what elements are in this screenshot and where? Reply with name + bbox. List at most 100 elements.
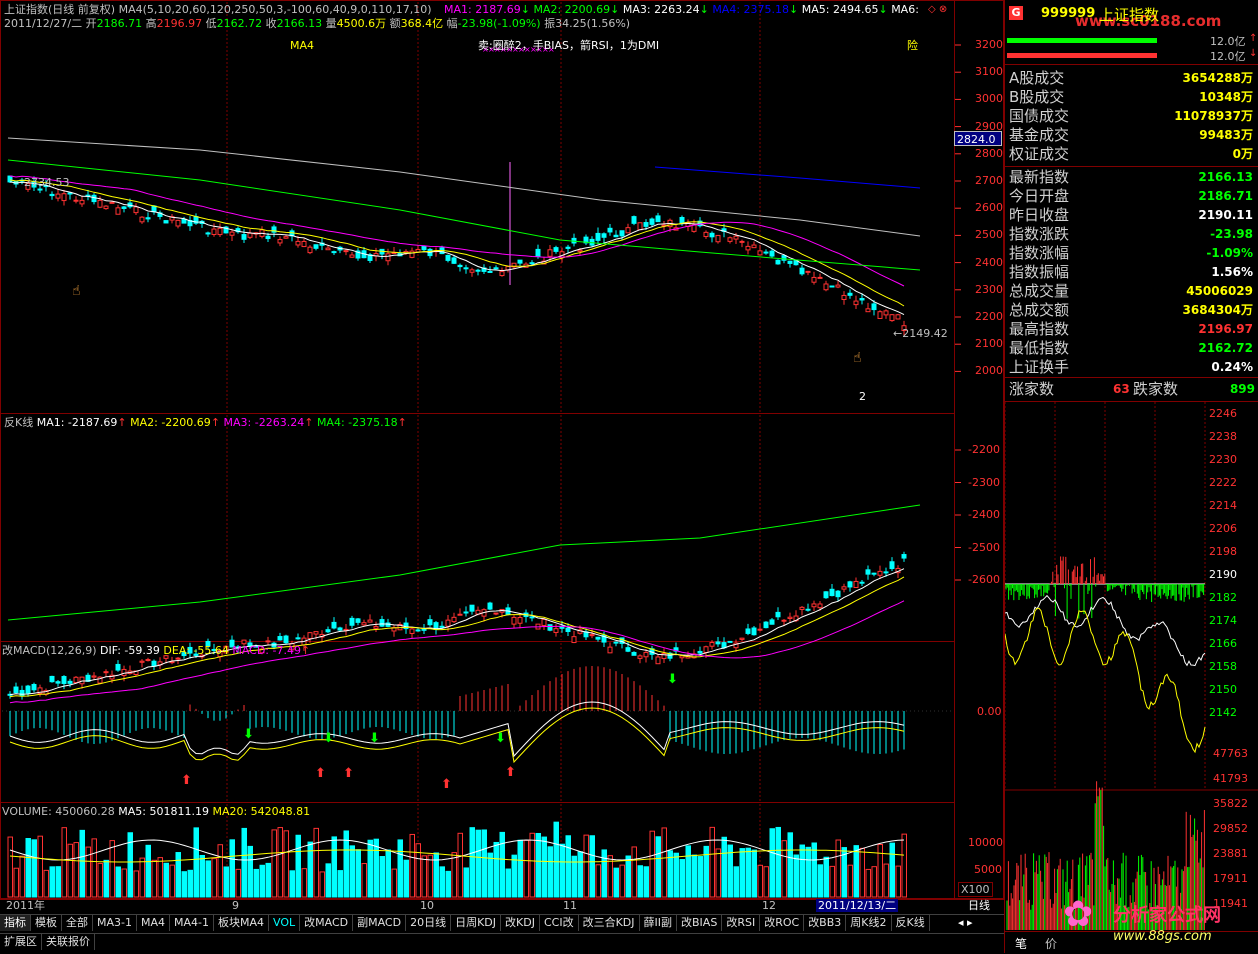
indicator-tab[interactable]: 改BIAS <box>677 915 723 931</box>
candle-body <box>829 588 835 597</box>
indicator-tab[interactable]: CCI改 <box>539 915 579 931</box>
indicator-tab[interactable]: 指标 <box>0 915 31 931</box>
volume-bar <box>331 836 337 898</box>
indicator-tab[interactable]: 改RSI <box>722 915 761 931</box>
watermark-text: www.sc0188.com <box>1075 12 1222 30</box>
candle-body <box>517 259 523 264</box>
candle-body <box>121 206 127 209</box>
g-icon[interactable]: G <box>1009 6 1023 20</box>
open-value: 2186.71 <box>96 17 143 30</box>
volume-bar <box>565 835 571 898</box>
indicator-tab[interactable]: VOL <box>269 915 301 931</box>
volume-bar <box>745 847 751 898</box>
candle-body <box>49 675 55 683</box>
intraday-chart[interactable]: 2246 2238 2230 2222 2214 2206 2198 2190 2182 2174… <box>1005 402 1258 952</box>
quote-row-label: B股成交 <box>1009 88 1065 106</box>
candle-body <box>859 581 865 584</box>
right-bottom-tabs: 笔 价 <box>1005 931 1258 954</box>
quote-row: 今日开盘 2186.71 <box>1005 187 1257 206</box>
tab-expand-area[interactable]: 扩展区 <box>0 934 42 950</box>
volume-bar <box>97 862 103 898</box>
candle-body <box>307 632 313 639</box>
quote-row-label: 权证成交 <box>1009 145 1070 163</box>
indicator-tab[interactable]: 板块MA4 <box>213 915 269 931</box>
indicator-tab[interactable]: MA3-1 <box>93 915 137 931</box>
volume-bar <box>529 832 535 898</box>
candle-body <box>775 611 781 618</box>
amt-value: 368.4亿 <box>400 17 444 30</box>
indicator-tab[interactable]: 改BB3 <box>804 915 847 931</box>
candle-body <box>37 687 43 695</box>
volume-bar <box>787 832 793 898</box>
chart-canvas[interactable]: × × × × × × × × × × × ×⬇ ⬇ ⬇ ⬇⬇⬆ ⬆ ⬆⬆⬆ <box>0 0 1004 900</box>
indicator-tab[interactable]: 改ROC <box>760 915 805 931</box>
indicator-tab[interactable]: 全部 <box>62 915 93 931</box>
vol-tick: 5000 <box>974 863 1002 876</box>
minute-vol-tick: 47763 <box>1213 747 1248 760</box>
indicator-tab[interactable]: 日周KDJ <box>451 915 502 931</box>
candle-body <box>91 675 97 678</box>
candle-body <box>211 228 217 235</box>
candle-body <box>877 311 883 319</box>
volume-bar <box>703 845 709 898</box>
k2-header: 反K线 MA1: -2187.69↑ MA2: -2200.69↑ MA3: -… <box>4 416 407 429</box>
tab-price[interactable]: 价 <box>1045 937 1058 951</box>
dea-line <box>9 707 905 764</box>
indicator-tab[interactable]: 改三合KDJ <box>578 915 640 931</box>
candle-body <box>175 657 181 660</box>
candle-body <box>739 637 745 640</box>
candle-body <box>769 250 775 257</box>
window-controls[interactable]: ◇ ⊗ <box>928 4 948 15</box>
quote-row-value: 0.24% <box>1211 360 1253 374</box>
indicator-tab[interactable]: 周K线2 <box>846 915 892 931</box>
k2-y-tick: -2600 <box>968 573 1000 586</box>
wave-number-label: 2 <box>859 390 866 403</box>
candle-body <box>355 618 361 623</box>
low-value: 2162.72 <box>216 17 263 30</box>
indicator-tab[interactable]: 改KDJ <box>501 915 540 931</box>
indicator-tab[interactable]: 20日线 <box>406 915 452 931</box>
candle-body <box>511 262 517 268</box>
signal-marker: × <box>530 45 537 54</box>
candle-body <box>643 222 649 227</box>
indicator-tab[interactable]: 模板 <box>31 915 62 931</box>
candle-body <box>847 292 853 296</box>
indicator-tab[interactable]: 改MACD <box>300 915 354 931</box>
indicator-tab[interactable]: MA4 <box>136 915 170 931</box>
signal-marker: × <box>518 45 525 54</box>
candle-body <box>295 637 301 640</box>
period-label[interactable]: 日线 <box>968 899 990 912</box>
tab-ticks[interactable]: 笔 <box>1015 937 1028 951</box>
quote-row-value: -23.98 <box>1210 227 1253 241</box>
vol-ma5-line <box>9 839 905 861</box>
volume-bar <box>379 856 385 898</box>
indicator-tab[interactable]: 薛II副 <box>639 915 678 931</box>
quote-row: 最高指数 2196.97 <box>1005 320 1257 339</box>
main-y-tick: 2600 <box>975 201 1003 215</box>
indicator-tab[interactable]: 反K线 <box>891 915 930 931</box>
minute-y-tick: 2158 <box>1209 660 1237 673</box>
signal-marker: × <box>494 45 501 54</box>
volume-bar <box>25 838 31 898</box>
volume-bar <box>163 862 169 898</box>
volume-bar <box>541 836 547 898</box>
vol-label: 量 <box>325 17 337 30</box>
candle-body <box>811 276 817 283</box>
tab-scroll-arrows[interactable]: ◂ ▸ <box>958 916 973 929</box>
volume-bar <box>517 839 523 898</box>
tab-related-quote[interactable]: 关联报价 <box>42 934 95 950</box>
k2-ma3: MA3: -2263.24 <box>223 416 305 429</box>
volume-bar <box>667 850 673 898</box>
volume-bar <box>217 844 223 898</box>
candle-body <box>307 246 313 254</box>
volume-bar <box>817 864 823 898</box>
right-header: G www.sc0188.com 999999 上证指数 <box>1005 0 1258 30</box>
quote-row-value: 1.56% <box>1211 265 1253 279</box>
candle-body <box>469 269 475 273</box>
indicator-tab[interactable]: MA4-1 <box>170 915 214 931</box>
ma2-value: MA2: 2200.69 <box>533 3 611 16</box>
indicator-tab[interactable]: 副MACD <box>353 915 407 931</box>
candle-body <box>607 646 613 654</box>
candle-body <box>169 216 175 221</box>
candle-body <box>145 217 151 220</box>
